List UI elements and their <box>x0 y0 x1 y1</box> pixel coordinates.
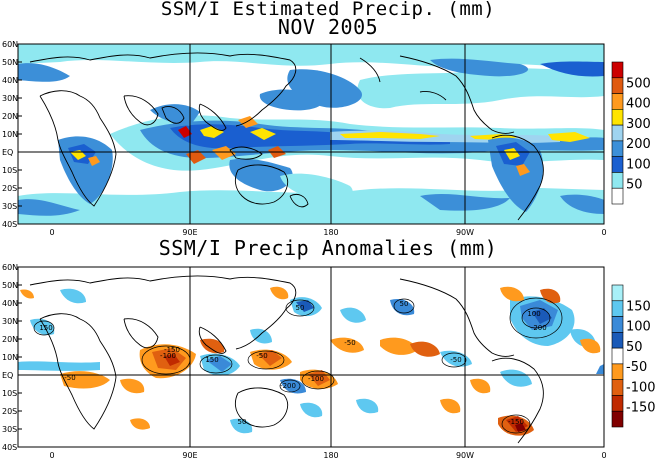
colorbar-swatch <box>611 300 624 317</box>
contour-value-label: -200 <box>280 382 296 390</box>
contour-value-label: -50 <box>64 374 75 382</box>
lon-tick-label: 90W <box>456 451 474 458</box>
lon-tick-label: 90E <box>182 451 197 458</box>
lat-axis-top: 60N 50N 40N 30N 20N 10N EQ 10S 20S 30S 40S <box>2 40 22 229</box>
contour-value-label: -50 <box>256 352 267 360</box>
lon-tick-label: 90W <box>456 228 474 237</box>
coastlines-bottom <box>29 275 544 444</box>
contour-value-label: 100 <box>527 310 540 318</box>
lat-tick-label: 60N <box>2 263 18 272</box>
lon-tick-label: 180 <box>323 451 338 458</box>
lat-axis-bottom: 60N 50N 40N 30N 20N 10N EQ 10S 20S 30S 40S <box>2 263 22 452</box>
lon-tick-label: 0 <box>601 451 606 458</box>
lat-tick-label: 50N <box>2 58 18 67</box>
lat-tick-label: 40S <box>2 443 17 452</box>
lon-tick-label: 90E <box>182 228 197 237</box>
lat-tick-label: 20N <box>2 335 18 344</box>
colorbar-label: -150 <box>626 401 656 416</box>
anomaly-contours <box>33 297 563 434</box>
lat-tick-label: 30N <box>2 94 18 103</box>
coastlines-top <box>29 52 544 221</box>
lat-tick-label: 10N <box>2 353 18 362</box>
contour-value-label: -150 <box>164 346 180 354</box>
contour-value-label: -50 <box>344 339 355 347</box>
contour-value-label: 150 <box>39 324 52 332</box>
anomaly-map-bottom: -100 -50 50 100 -150 150 200 -100 -50 50 -50 -150 -5… <box>2 263 607 458</box>
colorbar-swatch <box>611 284 624 302</box>
lat-tick-label: 20N <box>2 112 18 121</box>
map-title-bottom: SSM/I Precip Anomalies (mm) <box>158 236 498 260</box>
lon-tick-label: 180 <box>323 228 338 237</box>
contour-value-label: 150 <box>205 356 218 364</box>
colorbar-swatch <box>611 187 624 205</box>
colorbar-swatch <box>611 332 624 349</box>
colorbar-swatch <box>611 156 624 173</box>
lon-axis-top: 0 90E 180 90W 0 <box>49 228 606 237</box>
contour-value-label: 50 <box>238 418 247 426</box>
lat-tick-label: 20S <box>2 407 17 416</box>
colorbar-label: 400 <box>626 97 651 112</box>
precip-map-top: 60N 50N 40N 30N 20N 10N EQ 10S 20S 30S 40S 0 90E 180… <box>2 40 607 237</box>
contour-value-label: -100 <box>308 375 324 383</box>
colorbar-label: 100 <box>626 157 651 172</box>
lat-tick-label: 30S <box>2 425 17 434</box>
lat-tick-label: 10S <box>2 389 17 398</box>
colorbar-label: 300 <box>626 117 651 132</box>
colorbar-label: 100 <box>626 320 651 335</box>
colorbar-label: -50 <box>626 360 647 375</box>
colorbar-label: 50 <box>626 340 643 355</box>
lon-tick-label: 0 <box>601 228 606 237</box>
lat-tick-label: EQ <box>2 148 13 157</box>
lat-tick-label: 60N <box>2 40 18 49</box>
lat-tick-label: 10N <box>2 130 18 139</box>
contour-value-label: -150 <box>508 418 524 426</box>
lon-axis-bottom: 0 90E 180 90W 0 <box>49 451 606 458</box>
contour-labels: -100 -50 50 100 -150 150 200 -100 -50 50 -50 -150 -5… <box>39 300 546 426</box>
colorbar-swatch <box>611 124 624 142</box>
colorbar-swatch <box>611 363 624 380</box>
colorbar-swatch <box>611 93 624 110</box>
lat-tick-label: 40N <box>2 299 18 308</box>
lat-tick-label: EQ <box>2 371 13 380</box>
colorbar-swatch <box>611 347 624 365</box>
colorbar-top: 500 400 300 200 100 50 <box>611 61 651 205</box>
colorbar-swatch <box>611 395 624 412</box>
map-subtitle-month: NOV 2005 <box>277 15 379 39</box>
lat-tick-label: 40N <box>2 76 18 85</box>
anomaly-field-bottom <box>18 286 604 436</box>
colorbar-bottom: 150 100 50 -50 -100 -150 <box>611 284 656 428</box>
colorbar-swatch <box>611 77 624 94</box>
lat-tick-label: 20S <box>2 184 17 193</box>
colorbar-label: -100 <box>626 380 656 395</box>
colorbar-label: 500 <box>626 76 651 91</box>
lat-tick-label: 40S <box>2 220 17 229</box>
colorbar-label: 200 <box>626 137 651 152</box>
lat-tick-label: 30N <box>2 317 18 326</box>
lon-tick-label: 0 <box>49 228 54 237</box>
colorbar-swatch <box>611 316 624 333</box>
contour-value-label: 200 <box>533 324 546 332</box>
colorbar-label: 150 <box>626 299 651 314</box>
colorbar-swatch <box>611 172 624 189</box>
contour-value-label: -100 <box>160 352 176 360</box>
lat-tick-label: 30S <box>2 202 17 211</box>
contour-value-label: 50 <box>296 304 305 312</box>
colorbar-label: 50 <box>626 178 643 193</box>
lat-tick-label: 10S <box>2 166 17 175</box>
colorbar-swatch <box>611 379 624 396</box>
lat-tick-label: 50N <box>2 281 18 290</box>
contour-value-label: 50 <box>400 300 409 308</box>
contour-value-label: -50 <box>450 356 461 364</box>
colorbar-swatch <box>611 410 624 428</box>
lon-tick-label: 0 <box>49 451 54 458</box>
colorbar-swatch <box>611 61 624 79</box>
colorbar-swatch <box>611 140 624 157</box>
colorbar-swatch <box>611 109 624 126</box>
map-title-top: SSM/I Estimated Precip. (mm) <box>160 0 496 20</box>
